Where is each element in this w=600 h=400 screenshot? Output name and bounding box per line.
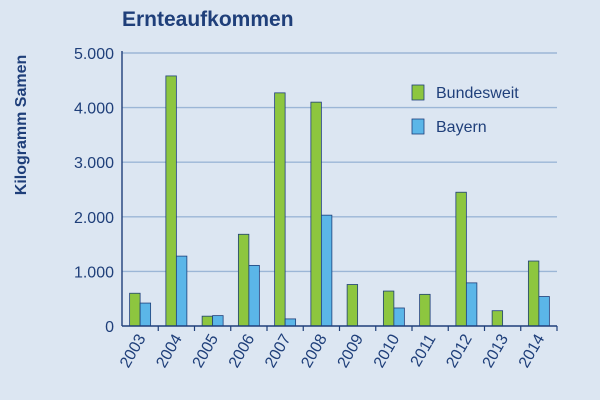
bar-bayern-2007 [284, 318, 297, 327]
y-tick-label: 1.000 [74, 264, 114, 281]
x-tick-labels: 2003 2004 2005 2006 2007 2008 2009 2010 2011 2012… [117, 331, 548, 370]
bar-bayern-2008 [320, 214, 333, 327]
bar-bundesweit-2007 [274, 92, 286, 327]
y-tick-label: 2.000 [74, 210, 114, 227]
x-tick-label: 2006 [226, 331, 259, 370]
bar-bundesweit-2004 [165, 75, 177, 327]
bar-bundesweit-2003 [129, 292, 141, 327]
x-tick-label: 2007 [262, 331, 295, 370]
bar-bayern-2010 [393, 307, 405, 327]
x-tick-label: 2008 [298, 331, 331, 370]
legend-label-bayern: Bayern [436, 119, 487, 136]
bar-bayern-2004 [175, 255, 188, 327]
chart-title: Ernteaufkommen [122, 8, 294, 31]
bar-bundesweit-2012 [455, 191, 467, 327]
legend-swatch-bundesweit [411, 84, 425, 101]
bar-bundesweit-2009 [346, 284, 359, 327]
legend-label-bundesweit: Bundesweit [436, 85, 519, 102]
x-tick-label: 2010 [371, 331, 404, 370]
legend: Bundesweit Bayern [411, 84, 519, 136]
bars [129, 75, 550, 327]
bar-bundesweit-2014 [527, 260, 540, 327]
bar-bundesweit-2010 [382, 290, 395, 327]
y-tick-label: 3.000 [74, 155, 114, 172]
x-tick-label: 2009 [335, 331, 368, 370]
y-tick-label: 4.000 [74, 101, 114, 118]
bar-bayern-2003 [139, 302, 152, 327]
x-tick-label: 2004 [153, 331, 186, 370]
bar-bundesweit-2006 [237, 233, 250, 327]
bar-bayern-2014 [538, 296, 550, 327]
x-tick-label: 2003 [117, 331, 150, 370]
bar-bundesweit-2005 [201, 315, 214, 327]
axes [121, 51, 558, 331]
y-tick-label: 0 [105, 319, 114, 336]
x-tick-label: 2005 [190, 331, 223, 370]
x-tick-label: 2012 [443, 331, 476, 370]
x-tick-label: 2013 [480, 331, 513, 370]
x-tick-label: 2011 [408, 331, 440, 369]
y-tick-label: 5.000 [74, 46, 114, 63]
bar-bayern-2012 [465, 282, 478, 327]
x-tick-label: 2014 [516, 331, 549, 370]
bar-bundesweit-2013 [491, 310, 504, 327]
bar-bundesweit-2011 [419, 293, 431, 327]
bar-bayern-2005 [212, 315, 224, 327]
legend-swatch-bayern [411, 118, 425, 135]
gridlines [122, 52, 557, 273]
bar-bundesweit-2008 [310, 101, 322, 327]
y-tick-labels: 0 1.000 2.000 3.000 4.000 5.000 [74, 46, 114, 336]
y-axis-label: Kilogramm Samen [13, 55, 30, 195]
bar-bayern-2006 [248, 264, 260, 327]
